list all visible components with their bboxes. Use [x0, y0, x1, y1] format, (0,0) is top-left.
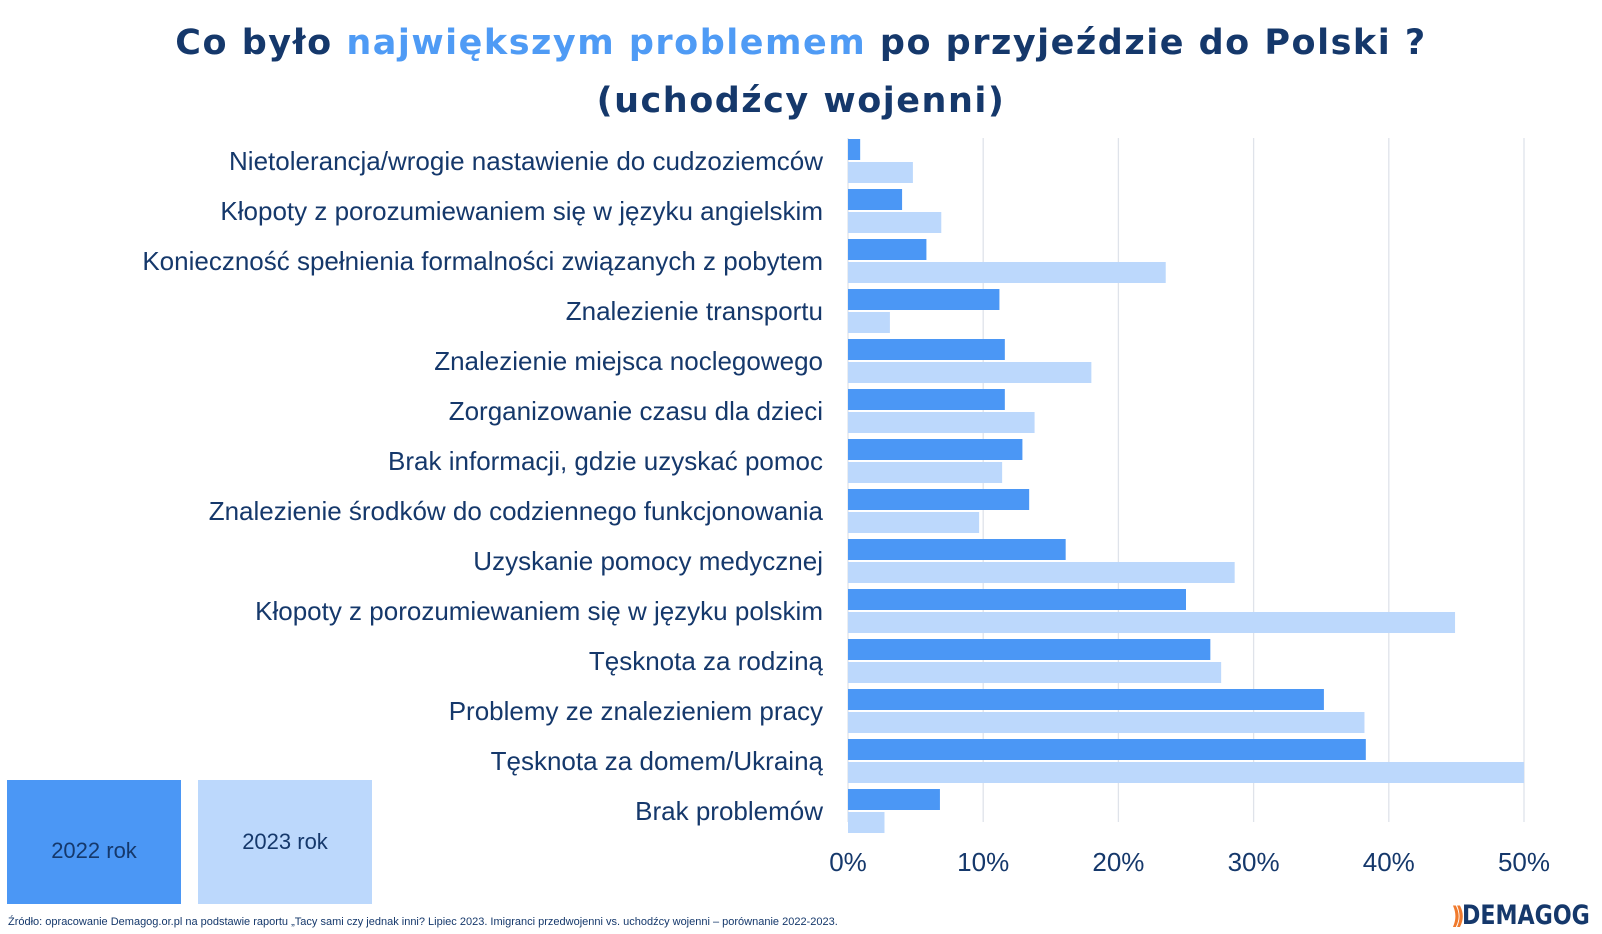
- category-label-2: Konieczność spełnienia formalności związ…: [142, 246, 823, 276]
- bar-2023-13: [848, 812, 885, 833]
- bar-2023-7: [848, 512, 980, 533]
- category-label-11: Problemy ze znalezieniem pracy: [449, 696, 823, 726]
- title-part-1: Co było: [175, 23, 347, 63]
- category-labels: Nietolerancja/wrogie nastawienie do cudz…: [142, 146, 823, 826]
- category-label-10: Tęsknota za rodziną: [589, 646, 824, 676]
- bar-2023-12: [848, 762, 1524, 783]
- bar-2022-9: [848, 589, 1186, 610]
- tick-label-20: 20%: [1092, 847, 1144, 877]
- bar-2022-0: [848, 139, 861, 160]
- category-label-6: Brak informacji, gdzie uzyskać pomoc: [388, 446, 823, 476]
- bar-2023-6: [848, 462, 1003, 483]
- title-part-2: po przyjeździe do Polski ?: [866, 23, 1427, 63]
- bar-2023-11: [848, 712, 1365, 733]
- title-line-1: Co było największym problemem po przyjeź…: [0, 14, 1602, 72]
- bar-2023-1: [848, 212, 942, 233]
- bar-2023-3: [848, 312, 890, 333]
- category-label-3: Znalezienie transportu: [566, 296, 823, 326]
- category-label-7: Znalezienie środków do codziennego funkc…: [209, 496, 824, 526]
- bar-2022-8: [848, 539, 1066, 560]
- tick-label-30: 30%: [1228, 847, 1280, 877]
- category-label-9: Kłopoty z porozumiewaniem się w języku p…: [255, 596, 823, 626]
- tick-label-50: 50%: [1498, 847, 1550, 877]
- bar-2023-4: [848, 362, 1092, 383]
- bar-2023-0: [848, 162, 913, 183]
- bar-2022-12: [848, 739, 1366, 760]
- tick-label-10: 10%: [957, 847, 1009, 877]
- bar-2023-10: [848, 662, 1222, 683]
- chart-title: Co było największym problemem po przyjeź…: [0, 14, 1602, 130]
- bar-2022-11: [848, 689, 1324, 710]
- category-label-4: Znalezienie miejsca noclegowego: [434, 346, 823, 376]
- source-note: Źródło: opracowanie Demagog.or.pl na pod…: [8, 916, 838, 928]
- bar-2023-9: [848, 612, 1456, 633]
- x-tick-labels: 0% 10% 20% 30% 40% 50%: [829, 847, 1550, 877]
- legend-label-2022: 2022 rok: [51, 838, 137, 863]
- bar-2022-6: [848, 439, 1023, 460]
- title-line-2: (uchodźcy wojenni): [596, 81, 1006, 121]
- bar-2022-4: [848, 339, 1005, 360]
- tick-label-40: 40%: [1363, 847, 1415, 877]
- legend-2023: 2023 rok: [198, 780, 372, 904]
- bar-2022-2: [848, 239, 927, 260]
- category-label-1: Kłopoty z porozumiewaniem się w języku a…: [220, 196, 823, 226]
- demagog-logo: )) DEMAGOG: [1452, 900, 1590, 931]
- bar-2022-7: [848, 489, 1030, 510]
- title-highlight: największym problemem: [346, 23, 867, 63]
- bar-2022-3: [848, 289, 1000, 310]
- bar-2022-10: [848, 639, 1211, 660]
- category-label-12: Tęsknota za domem/Ukrainą: [491, 746, 824, 776]
- legend-2022: 2022 rok: [7, 780, 181, 904]
- category-label-13: Brak problemów: [635, 796, 823, 826]
- legend-label-2023: 2023 rok: [242, 829, 328, 854]
- bar-2022-13: [848, 789, 940, 810]
- bars: [848, 139, 1524, 833]
- category-label-5: Zorganizowanie czasu dla dzieci: [449, 396, 823, 426]
- logo-text: DEMAGOG: [1462, 900, 1590, 931]
- category-label-8: Uzyskanie pomocy medycznej: [473, 546, 823, 576]
- tick-label-0: 0%: [829, 847, 867, 877]
- bar-2023-8: [848, 562, 1235, 583]
- bar-2023-5: [848, 412, 1035, 433]
- bar-2022-1: [848, 189, 903, 210]
- bar-2022-5: [848, 389, 1005, 410]
- bar-chart: Nietolerancja/wrogie nastawienie do cudz…: [142, 138, 1550, 877]
- bar-2023-2: [848, 262, 1166, 283]
- logo-mark-icon: )): [1451, 901, 1465, 930]
- category-label-0: Nietolerancja/wrogie nastawienie do cudz…: [229, 146, 823, 176]
